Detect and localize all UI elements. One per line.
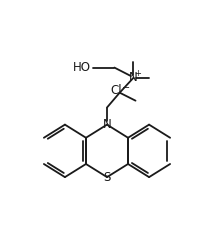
Text: Cl: Cl <box>110 84 122 97</box>
Text: S: S <box>103 171 111 184</box>
Text: HO: HO <box>73 61 91 74</box>
Text: N: N <box>129 71 138 84</box>
Text: N: N <box>103 118 111 131</box>
Text: +: + <box>135 69 141 78</box>
Text: −: − <box>122 83 130 93</box>
